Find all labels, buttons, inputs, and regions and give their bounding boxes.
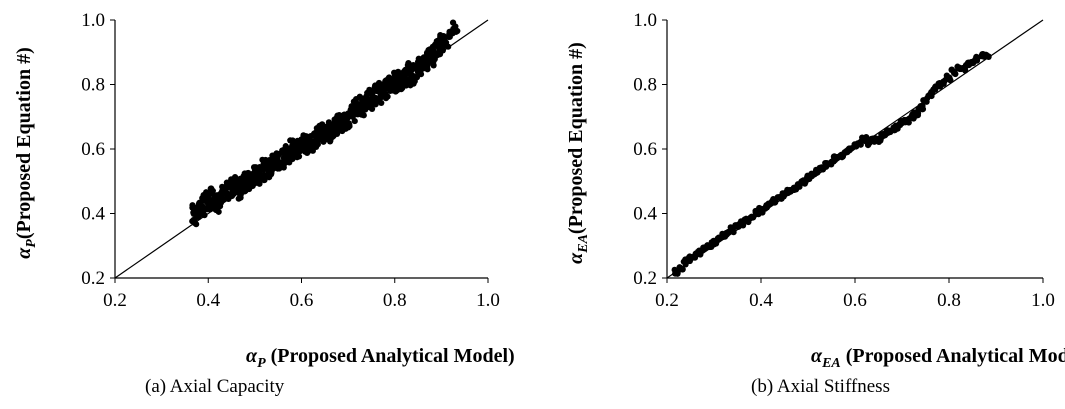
y-axis-label: αP(Proposed Equation #) — [13, 47, 39, 259]
data-point — [678, 266, 686, 273]
y-tick-label: 0.4 — [633, 204, 657, 225]
data-point — [423, 57, 431, 64]
data-point — [351, 117, 358, 125]
reference-line — [666, 19, 1044, 279]
data-point — [273, 153, 280, 160]
y-tick-label: 0.6 — [633, 139, 657, 160]
data-point — [686, 253, 693, 260]
data-point — [431, 55, 438, 62]
data-point — [831, 154, 839, 161]
data-point — [973, 53, 980, 60]
data-point — [816, 164, 823, 171]
data-point — [930, 86, 937, 93]
data-point — [376, 80, 383, 87]
x-tick-label: 1.0 — [1031, 290, 1055, 311]
x-tick-label: 0.2 — [103, 290, 127, 311]
data-point — [424, 66, 431, 73]
data-point — [378, 99, 385, 107]
data-point — [431, 41, 439, 48]
y-tick-label: 0.6 — [81, 139, 105, 160]
data-point — [310, 130, 318, 137]
data-point — [749, 214, 756, 221]
y-axis-label: αEA(Proposed Equation #) — [565, 42, 591, 264]
data-point — [240, 172, 247, 180]
x-tick-label: 0.6 — [290, 290, 314, 311]
chart-caption: (b) Axial Stiffness — [751, 376, 890, 397]
x-tick-label: 0.8 — [383, 290, 407, 311]
x-tick-label: 0.8 — [937, 290, 961, 311]
data-point — [294, 154, 301, 161]
chart-panel-1: 0.2 0.4 0.6 0.8 1.0 0.2 0.4 0.6 0.8 1.0 αP (Propos… — [13, 10, 515, 397]
data-point — [268, 167, 275, 175]
data-point — [223, 190, 230, 197]
y-tick-label: 0.8 — [633, 75, 657, 96]
chart-panel-2: 0.2 0.4 0.6 0.8 1.0 0.2 0.4 0.6 0.8 1.0 αEA (Propo… — [565, 10, 1065, 397]
data-point — [258, 174, 266, 181]
data-point — [339, 127, 346, 135]
data-point — [911, 109, 918, 116]
data-point — [708, 239, 715, 246]
data-point — [215, 208, 222, 215]
x-axis-label: αEA (Proposed Analytical Model) — [811, 345, 1065, 371]
data-point — [296, 148, 303, 155]
x-tick-label: 0.4 — [196, 290, 220, 311]
data-point — [314, 141, 321, 148]
data-point — [417, 59, 424, 67]
data-point — [203, 191, 210, 198]
data-point — [256, 180, 263, 187]
data-point — [226, 181, 234, 188]
y-tick-label: 0.4 — [81, 204, 105, 225]
data-point — [399, 84, 406, 92]
data-point — [382, 95, 390, 102]
data-point — [360, 112, 367, 119]
data-point — [408, 66, 415, 73]
y-tick-label: 0.2 — [81, 268, 105, 289]
data-point — [951, 69, 958, 77]
data-point — [240, 178, 247, 186]
y-tick-label: 0.2 — [633, 268, 657, 289]
data-point — [854, 140, 861, 147]
data-point — [330, 125, 337, 132]
data-point — [263, 162, 270, 169]
data-point — [306, 133, 313, 140]
data-point — [235, 179, 243, 186]
data-point — [375, 88, 382, 95]
data-point — [419, 65, 426, 72]
y-tick-label: 0.8 — [81, 75, 105, 96]
data-point — [723, 229, 730, 237]
data-point — [368, 105, 376, 112]
x-axis-label: αP (Proposed Analytical Model) — [246, 345, 515, 371]
y-tick-label: 1.0 — [633, 10, 657, 31]
y-tick-label: 1.0 — [81, 10, 105, 31]
reference-line — [114, 19, 489, 279]
data-point — [859, 134, 866, 141]
data-point — [209, 187, 216, 194]
x-tick-label: 1.0 — [476, 290, 500, 311]
x-tick-label: 0.6 — [843, 290, 867, 311]
x-tick-label: 0.4 — [749, 290, 773, 311]
data-point — [417, 71, 425, 78]
data-point — [449, 19, 457, 26]
data-point — [940, 80, 947, 87]
data-point — [437, 32, 444, 39]
data-point — [864, 141, 872, 149]
data-point — [452, 27, 459, 34]
x-tick-label: 0.2 — [655, 290, 679, 311]
chart-caption: (a) Axial Capacity — [145, 376, 285, 397]
